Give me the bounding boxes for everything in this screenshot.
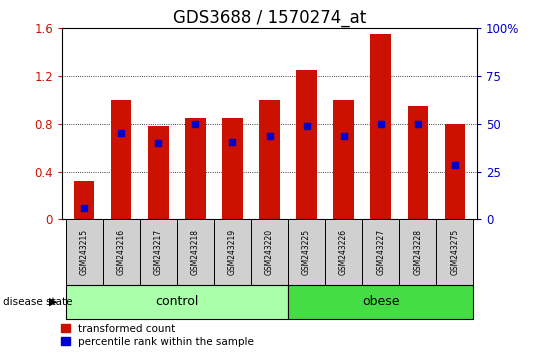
Point	[265, 133, 274, 139]
Bar	[370, 34, 391, 219]
Text: GSM243228: GSM243228	[413, 229, 422, 275]
Bar	[436, 219, 473, 285]
Bar	[288, 219, 325, 285]
Text: GSM243218: GSM243218	[191, 229, 200, 275]
Bar	[140, 219, 177, 285]
Bar	[66, 285, 288, 319]
Bar	[259, 100, 280, 219]
Point	[191, 121, 199, 127]
Point	[154, 140, 163, 146]
Bar	[296, 70, 317, 219]
Text: obese: obese	[362, 295, 399, 308]
Point	[413, 121, 422, 127]
Point	[302, 124, 311, 129]
Bar	[325, 219, 362, 285]
Bar	[288, 285, 473, 319]
Bar	[74, 181, 94, 219]
Bar	[222, 118, 243, 219]
Bar	[407, 106, 428, 219]
Point	[80, 205, 88, 210]
Text: GSM243225: GSM243225	[302, 229, 311, 275]
Bar	[177, 219, 214, 285]
Point	[340, 133, 348, 139]
Bar	[214, 219, 251, 285]
Bar	[66, 219, 103, 285]
Text: GSM243219: GSM243219	[228, 229, 237, 275]
Text: disease state: disease state	[3, 297, 72, 307]
Bar	[362, 219, 399, 285]
Text: GSM243217: GSM243217	[154, 229, 163, 275]
Text: GSM243226: GSM243226	[339, 229, 348, 275]
Legend: transformed count, percentile rank within the sample: transformed count, percentile rank withi…	[59, 321, 256, 349]
Bar	[185, 118, 205, 219]
Bar	[251, 219, 288, 285]
Text: GSM243220: GSM243220	[265, 229, 274, 275]
Text: GSM243216: GSM243216	[117, 229, 126, 275]
Text: GSM243215: GSM243215	[80, 229, 89, 275]
Text: ▶: ▶	[49, 297, 57, 307]
Text: GDS3688 / 1570274_at: GDS3688 / 1570274_at	[173, 9, 366, 27]
Bar	[445, 124, 465, 219]
Point	[117, 131, 126, 136]
Bar	[334, 100, 354, 219]
Bar	[399, 219, 436, 285]
Text: GSM243275: GSM243275	[450, 229, 459, 275]
Point	[376, 121, 385, 127]
Bar	[111, 100, 132, 219]
Text: GSM243227: GSM243227	[376, 229, 385, 275]
Point	[451, 162, 459, 167]
Bar	[148, 126, 169, 219]
Bar	[103, 219, 140, 285]
Text: control: control	[155, 295, 198, 308]
Point	[228, 139, 237, 145]
